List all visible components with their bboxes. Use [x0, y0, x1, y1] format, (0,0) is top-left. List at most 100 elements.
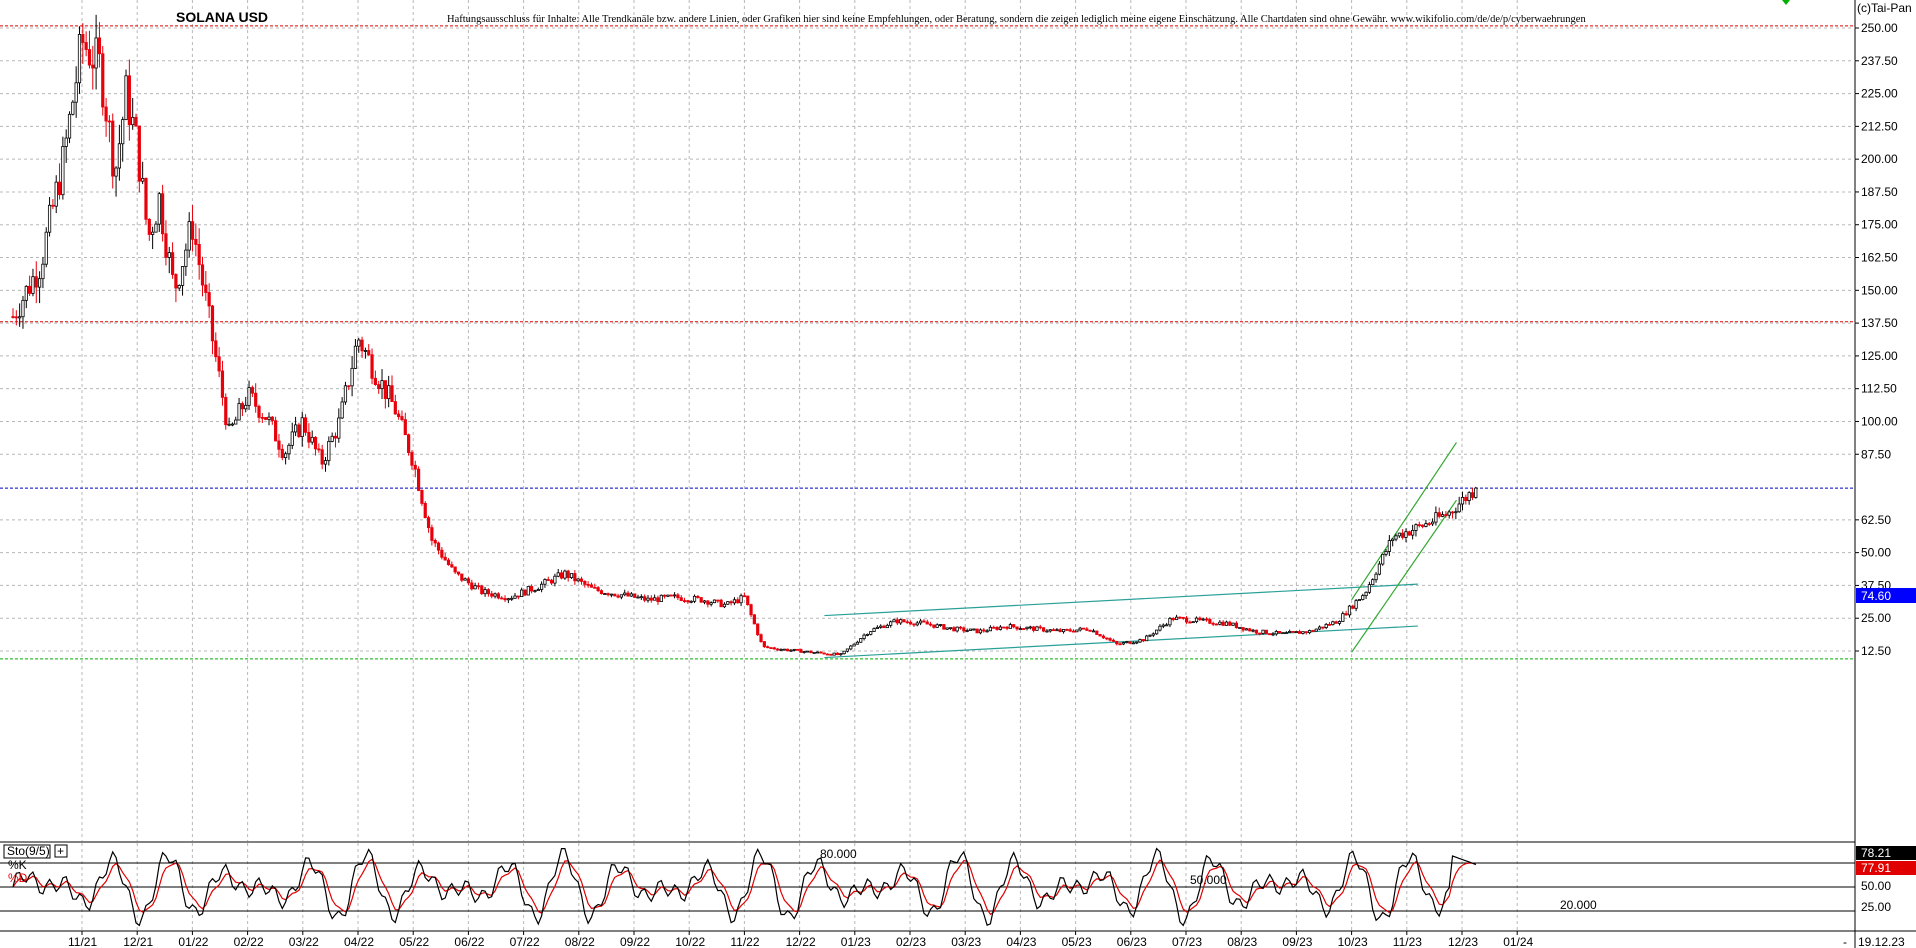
candle-body — [1278, 630, 1282, 634]
candle-body — [220, 370, 225, 398]
stochastic-title: Sto(9/5) — [7, 844, 50, 858]
candle-body — [433, 540, 437, 544]
candle-body — [1138, 639, 1142, 643]
candle-body — [1321, 626, 1325, 629]
candle-body — [952, 627, 956, 632]
candle-body — [1008, 624, 1012, 629]
candle-body — [746, 595, 750, 606]
candle-body — [1294, 631, 1298, 633]
candle-body — [204, 284, 208, 293]
ytick-label: 50.00 — [1861, 546, 1891, 560]
stoch-k-line — [12, 847, 1477, 927]
candle-body — [1002, 626, 1006, 629]
candle-body — [260, 417, 264, 419]
candle-body — [284, 453, 288, 458]
stoch-k-value-box — [1856, 846, 1916, 860]
xtick-label: 10/22 — [675, 935, 705, 948]
candle-body — [759, 634, 763, 642]
candle-body — [101, 53, 105, 108]
ytick-label: 212.50 — [1861, 119, 1898, 133]
candle-body — [549, 579, 554, 584]
channel-line-teal_lower — [824, 625, 1418, 659]
candle-body — [1125, 641, 1129, 644]
candle-body — [805, 650, 810, 653]
xtick-label: 11/23 — [1393, 935, 1422, 948]
candle-body — [1251, 629, 1255, 632]
candle-body — [1347, 605, 1352, 616]
candle-body — [94, 37, 98, 69]
candle-body — [1364, 591, 1368, 597]
stochastic-label-box[interactable] — [3, 844, 51, 859]
candle-body — [948, 627, 953, 630]
candle-body — [450, 564, 454, 568]
candle-body — [373, 377, 377, 385]
candle-body — [167, 252, 171, 258]
xtick-label: 12/22 — [786, 935, 816, 948]
candle-body — [513, 595, 517, 599]
ytick-label: 150.00 — [1861, 283, 1898, 297]
candle-body — [510, 597, 514, 600]
candle-body — [945, 627, 949, 630]
candle-body — [1145, 635, 1149, 642]
candle-body — [1440, 514, 1445, 517]
scroll-dash[interactable]: - — [1843, 935, 1847, 948]
candle-body — [1171, 617, 1175, 621]
candle-body — [756, 623, 760, 636]
candle-body — [1158, 625, 1162, 631]
candle-body — [1334, 621, 1338, 624]
candle-body — [872, 628, 876, 632]
candle-body — [407, 434, 411, 453]
candle-body — [61, 146, 65, 196]
candle-body — [360, 339, 364, 352]
candle-body — [1397, 532, 1401, 537]
candle-body — [270, 416, 274, 422]
candle-body — [141, 177, 145, 182]
candle-body — [377, 384, 381, 389]
candle-body — [217, 356, 221, 372]
candle-body — [28, 285, 32, 294]
candle-body — [1005, 626, 1009, 629]
candle-body — [1141, 639, 1145, 642]
candle-body — [639, 596, 643, 599]
candle-body — [1341, 613, 1345, 622]
stoch-d-value: 77.91 — [1861, 861, 1891, 875]
candle-body — [380, 380, 384, 389]
candle-body — [573, 573, 577, 582]
xtick-label: 02/23 — [896, 935, 926, 948]
candle-body — [772, 647, 776, 650]
candle-body — [1404, 531, 1408, 538]
candle-body — [313, 436, 318, 450]
candle-body — [909, 621, 913, 625]
add-indicator-button[interactable] — [54, 844, 68, 858]
candle-body — [1457, 503, 1461, 513]
ytick-label: 200.00 — [1861, 152, 1898, 166]
candle-body — [526, 586, 530, 596]
candle-body — [1307, 630, 1312, 634]
candle-body — [752, 614, 756, 625]
candle-body — [1271, 633, 1275, 636]
candle-body — [1244, 628, 1249, 631]
candle-body — [1447, 511, 1451, 516]
ytick-label: 100.00 — [1861, 414, 1898, 428]
candle-body — [1288, 630, 1292, 633]
candle-body — [367, 350, 371, 356]
candle-body — [829, 653, 833, 656]
candle-body — [530, 586, 534, 592]
xtick-label: 12/23 — [1448, 935, 1478, 948]
candle-body — [264, 417, 268, 420]
candle-body — [663, 594, 667, 597]
signal-marker-icon — [1782, 0, 1790, 5]
xtick-label: 04/22 — [344, 935, 374, 948]
candle-body — [18, 316, 22, 319]
candle-body — [151, 231, 155, 235]
candle-body — [1101, 635, 1106, 639]
candle-body — [1281, 632, 1285, 635]
xtick-label: 06/22 — [454, 935, 484, 948]
candle-body — [1444, 514, 1448, 517]
candle-body — [1234, 622, 1239, 629]
candle-body — [11, 316, 15, 318]
candle-body — [466, 578, 471, 584]
candle-body — [869, 631, 873, 635]
trend-channels — [824, 442, 1457, 659]
candle-body — [1174, 616, 1179, 621]
